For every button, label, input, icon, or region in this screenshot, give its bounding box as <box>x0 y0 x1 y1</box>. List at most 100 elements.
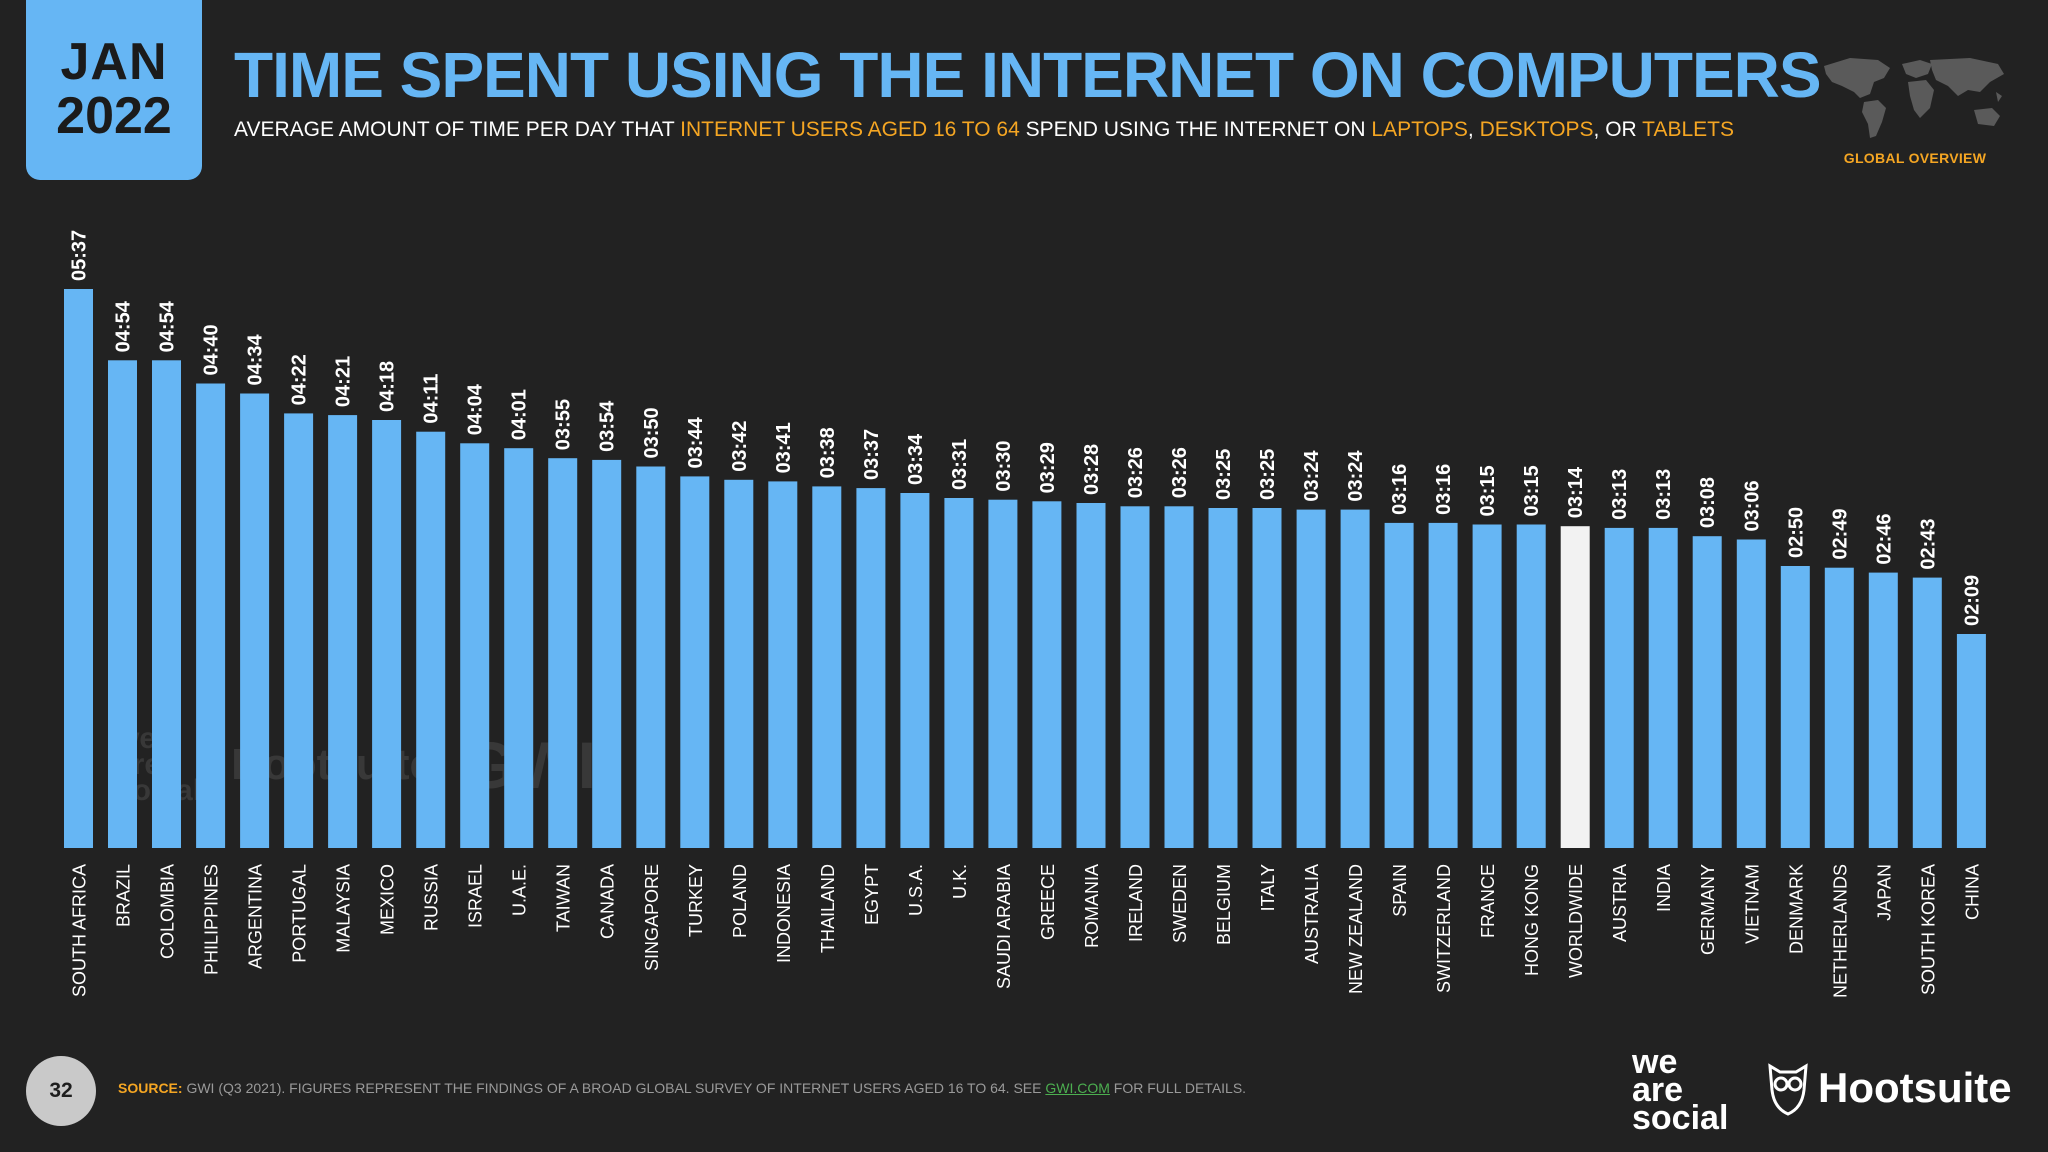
category-label: NEW ZEALAND <box>1346 864 1366 994</box>
bar <box>328 415 358 848</box>
bar <box>900 493 930 848</box>
bar <box>108 360 137 848</box>
bar <box>1824 567 1854 848</box>
subtitle-part: , OR <box>1593 118 1643 141</box>
bar <box>856 488 886 848</box>
category-label: SINGAPORE <box>642 864 662 971</box>
category-label: ISRAEL <box>466 864 486 928</box>
data-label: 03:25 <box>1257 449 1279 500</box>
data-label: 03:50 <box>641 407 663 458</box>
bar <box>1604 527 1634 848</box>
bar <box>1076 503 1106 848</box>
data-label: 04:40 <box>201 324 223 375</box>
data-label: 03:44 <box>685 416 707 468</box>
bar-worldwide <box>1560 526 1590 848</box>
data-label: 04:54 <box>157 300 179 352</box>
category-label: SWITZERLAND <box>1434 864 1454 993</box>
data-label: 03:55 <box>553 399 575 450</box>
data-label: 02:43 <box>1917 518 1939 569</box>
data-label: 02:49 <box>1829 509 1851 560</box>
badge-year: 2022 <box>56 87 172 145</box>
data-label: 03:28 <box>1081 444 1103 495</box>
bar <box>416 431 446 848</box>
source-link[interactable]: GWI.COM <box>1045 1080 1110 1096</box>
data-label: 04:11 <box>421 374 443 424</box>
category-label: JAPAN <box>1874 864 1894 921</box>
category-label: ROMANIA <box>1082 864 1102 948</box>
data-label: 03:06 <box>1741 480 1763 531</box>
date-badge: JAN 2022 <box>26 0 202 180</box>
data-label: 04:04 <box>465 383 487 435</box>
bar <box>1252 508 1282 848</box>
bar <box>1208 508 1238 848</box>
data-label: 03:15 <box>1477 465 1499 516</box>
category-label: THAILAND <box>818 864 838 953</box>
bar <box>196 383 226 848</box>
source-text: GWI (Q3 2021). FIGURES REPRESENT THE FIN… <box>182 1080 1046 1096</box>
data-label: 03:54 <box>597 400 619 452</box>
bar <box>944 498 974 848</box>
data-label: 04:18 <box>377 361 399 412</box>
category-label: SOUTH KOREA <box>1918 864 1938 995</box>
bar <box>1032 501 1062 848</box>
category-label: GERMANY <box>1698 864 1718 955</box>
category-label: MALAYSIA <box>334 864 354 953</box>
data-label: 03:24 <box>1345 450 1367 502</box>
bar <box>1868 572 1898 848</box>
data-label: 03:34 <box>905 433 927 485</box>
data-label: 03:08 <box>1697 477 1719 528</box>
subtitle-part: AVERAGE AMOUNT OF TIME PER DAY THAT <box>234 118 681 141</box>
bar <box>1780 566 1810 848</box>
data-label: 04:22 <box>289 354 311 405</box>
category-label: BELGIUM <box>1214 864 1234 945</box>
bar <box>1296 509 1326 848</box>
data-label: 03:31 <box>949 439 971 490</box>
hootsuite-wordmark: Hootsuite <box>1818 1064 2012 1111</box>
bar <box>768 481 798 848</box>
category-label: SAUDI ARABIA <box>994 864 1014 989</box>
bar <box>1692 536 1722 848</box>
subtitle-highlight: TABLETS <box>1642 118 1734 141</box>
source-label: SOURCE: <box>118 1080 183 1096</box>
data-label: 04:01 <box>509 389 531 440</box>
category-label: MEXICO <box>378 864 398 935</box>
data-label: 02:09 <box>1961 575 1983 626</box>
category-label: PHILIPPINES <box>202 864 222 975</box>
data-label: 03:13 <box>1609 469 1631 520</box>
bar <box>592 459 622 848</box>
category-label: NETHERLANDS <box>1830 864 1850 998</box>
bar <box>152 360 181 848</box>
data-label: 03:24 <box>1301 450 1323 502</box>
bar <box>988 499 1018 848</box>
bar <box>680 476 710 848</box>
bar <box>1912 577 1942 848</box>
category-label: CANADA <box>598 864 618 939</box>
data-label: 04:54 <box>113 300 135 352</box>
category-label: IRELAND <box>1126 864 1146 942</box>
source-tail: FOR FULL DETAILS. <box>1109 1080 1247 1096</box>
category-label: CHINA <box>1962 864 1982 920</box>
data-label: 03:30 <box>993 441 1015 492</box>
data-label: 04:34 <box>245 333 267 385</box>
data-label: 04:21 <box>333 356 355 407</box>
bar <box>504 448 534 848</box>
bar <box>1340 509 1370 848</box>
data-label: 03:16 <box>1433 464 1455 515</box>
category-label: AUSTRALIA <box>1302 864 1322 964</box>
category-label: EGYPT <box>862 864 882 925</box>
bar <box>240 393 270 848</box>
hootsuite-logo: Hootsuite <box>1766 1060 2012 1116</box>
bar <box>460 443 490 848</box>
bar <box>724 479 754 848</box>
bar <box>548 458 578 848</box>
bar <box>372 420 402 848</box>
category-label: INDONESIA <box>774 864 794 963</box>
category-label: PORTUGAL <box>290 864 310 963</box>
category-label: SPAIN <box>1390 864 1410 917</box>
category-label: GREECE <box>1038 864 1058 940</box>
bar <box>1472 524 1502 848</box>
category-label: U.S.A. <box>906 864 926 916</box>
page-subtitle: AVERAGE AMOUNT OF TIME PER DAY THAT INTE… <box>234 118 1734 142</box>
data-label: 03:14 <box>1565 466 1587 518</box>
subtitle-highlight: LAPTOPS <box>1371 118 1468 141</box>
